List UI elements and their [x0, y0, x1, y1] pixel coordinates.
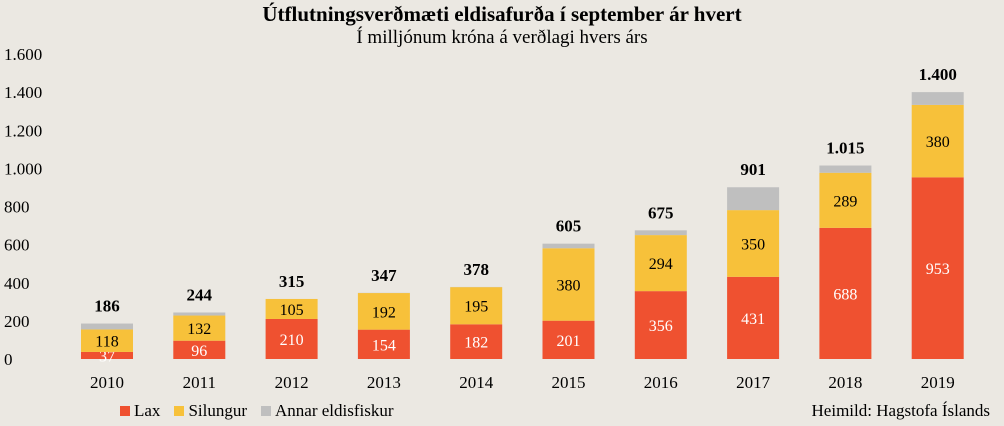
data-label: 289 [833, 193, 857, 210]
total-label: 186 [94, 297, 120, 316]
data-label: 201 [557, 333, 581, 350]
bar-lax [81, 351, 133, 359]
bar-lax [173, 340, 226, 359]
bar-silungur [450, 287, 503, 325]
bar-silungur [265, 298, 318, 319]
y-tick-label: 1.400 [4, 83, 42, 102]
data-label: 431 [741, 311, 765, 328]
legend-swatch-annar [261, 406, 271, 416]
y-tick-label: 600 [4, 236, 30, 255]
legend: Lax Silungur Annar eldisfiskur [120, 401, 394, 421]
bar-lax [542, 320, 595, 359]
data-label: 195 [464, 299, 488, 316]
legend-label: Annar eldisfiskur [275, 401, 394, 420]
x-tick-label: 2016 [644, 373, 678, 392]
total-label: 1.015 [826, 139, 864, 158]
total-label: 675 [648, 203, 674, 222]
bar-silungur [81, 329, 133, 352]
legend-label: Silungur [188, 401, 247, 420]
total-label: 901 [740, 160, 766, 179]
chart-subtitle: Í milljónum króna á verðlagi hvers árs [356, 27, 648, 48]
bar-annar-eldisfiskur [634, 230, 687, 236]
x-tick-label: 2011 [183, 373, 216, 392]
bar-annar-eldisfiskur [173, 312, 226, 316]
bar-annar-eldisfiskur [911, 92, 964, 105]
bar-annar-eldisfiskur [542, 243, 595, 249]
data-label: 380 [557, 277, 581, 294]
legend-label: Lax [134, 401, 161, 420]
bar-lax [819, 227, 872, 359]
legend-swatch-lax [120, 406, 130, 416]
data-label: 37 [99, 348, 115, 365]
x-tick-label: 2019 [921, 373, 955, 392]
y-tick-label: 1.000 [4, 159, 42, 178]
total-label: 605 [556, 217, 582, 236]
chart-title: Útflutningsverðmæti eldisafurða í septem… [262, 2, 742, 26]
bar-lax [727, 276, 780, 359]
x-tick-label: 2015 [552, 373, 586, 392]
bar-annar-eldisfiskur [819, 165, 872, 173]
data-label: 210 [280, 332, 304, 349]
bar-annar-eldisfiskur [727, 187, 780, 211]
bar-lax [265, 318, 318, 359]
y-tick-label: 400 [4, 274, 30, 293]
data-label: 154 [372, 337, 396, 354]
y-tick-label: 200 [4, 312, 30, 331]
x-tick-label: 2018 [828, 373, 862, 392]
legend-item-silungur: Silungur [174, 401, 247, 421]
y-tick-label: 1.200 [4, 121, 42, 140]
data-label: 118 [95, 334, 118, 351]
total-label: 347 [371, 266, 397, 285]
bar-silungur [357, 293, 410, 330]
source-note: Heimild: Hagstofa Íslands [811, 401, 990, 420]
data-label: 688 [833, 286, 857, 303]
bar-silungur [542, 248, 595, 321]
bar-silungur [819, 172, 872, 228]
bar-annar-eldisfiskur [81, 323, 133, 330]
bar-lax [634, 291, 687, 359]
bar-silungur [634, 235, 687, 292]
x-tick-label: 2012 [275, 373, 309, 392]
bar-lax [911, 177, 964, 359]
y-tick-label: 800 [4, 198, 30, 217]
x-tick-label: 2013 [367, 373, 401, 392]
data-label: 380 [926, 134, 950, 151]
data-label: 294 [649, 256, 673, 273]
legend-item-annar: Annar eldisfiskur [261, 401, 394, 421]
total-label: 244 [187, 285, 213, 304]
bar-silungur [727, 210, 780, 277]
total-label: 1.400 [919, 65, 957, 84]
data-label: 132 [187, 321, 211, 338]
data-label: 350 [741, 236, 765, 253]
bar-silungur [911, 104, 964, 178]
bar-silungur [173, 315, 226, 341]
data-label: 182 [464, 335, 488, 352]
x-tick-label: 2017 [736, 373, 771, 392]
total-label: 378 [463, 260, 489, 279]
data-label: 356 [649, 318, 673, 335]
x-tick-label: 2010 [90, 373, 124, 392]
x-tick-label: 2014 [459, 373, 494, 392]
data-label: 105 [280, 302, 304, 319]
y-tick-label: 0 [4, 350, 13, 369]
legend-swatch-silungur [174, 406, 185, 416]
bar-lax [450, 324, 503, 359]
y-tick-label: 1.600 [4, 45, 42, 64]
data-label: 96 [191, 343, 207, 360]
bar-lax [357, 329, 410, 359]
data-label: 192 [372, 304, 396, 321]
total-label: 315 [279, 272, 305, 291]
data-label: 953 [926, 261, 950, 278]
legend-item-lax: Lax [120, 401, 160, 421]
